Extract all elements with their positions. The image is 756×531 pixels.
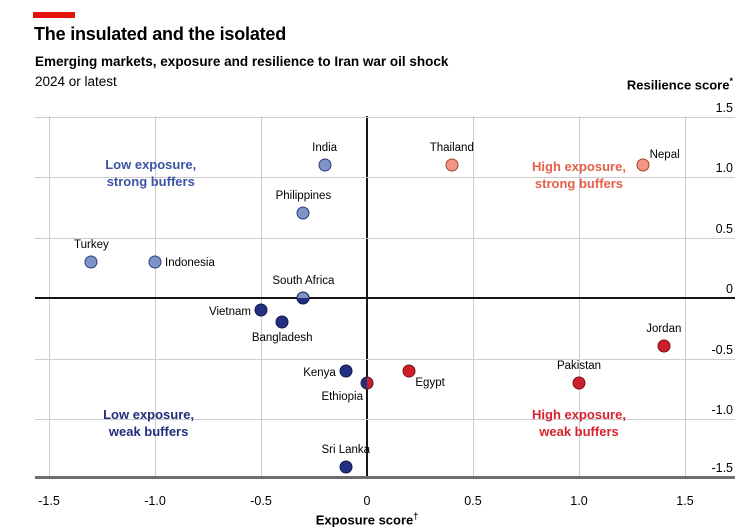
y-axis-title: Resilience score* [627, 76, 733, 92]
point-label-turkey: Turkey [74, 238, 109, 251]
chart-period: 2024 or latest [35, 74, 117, 89]
y-tick-label-4: -0.5 [711, 342, 733, 357]
point-label-ethiopia: Ethiopia [321, 390, 363, 403]
quadrant-label-top-left-line2: strong buffers [106, 174, 195, 190]
quadrant-label-top-left-line1: Low exposure, [105, 157, 197, 173]
h-gridline-2 [35, 237, 735, 239]
h-gridline-4 [35, 358, 735, 360]
quadrant-label-top-left: Low exposure, strong buffers [105, 156, 196, 190]
y-tick-label-2: 0.5 [715, 221, 733, 236]
quadrant-label-bottom-left: Low exposure, weak buffers [103, 406, 194, 440]
point-label-egypt: Egypt [415, 376, 445, 389]
y-tick-label-5: -1.0 [711, 403, 733, 417]
point-ethiopia [360, 376, 374, 390]
x-tick-label-5: 1.0 [570, 494, 588, 508]
point-philippines [296, 206, 310, 220]
x-zero-line [366, 116, 368, 477]
accent-bar [33, 12, 75, 18]
point-nepal [636, 158, 650, 172]
point-label-india: India [312, 141, 338, 154]
x-tick-label-4: 0.5 [464, 494, 482, 508]
point-jordan [657, 339, 671, 353]
x-tick-label-6: 1.5 [676, 494, 694, 508]
x-tick-label-3: 0 [363, 494, 371, 508]
v-gridline-1 [155, 116, 156, 477]
x-axis-title-text: Exposure score [315, 512, 414, 528]
y-tick-label-1: 1.0 [715, 161, 733, 175]
v-gridline-5 [579, 116, 580, 477]
v-gridline-2 [261, 116, 262, 477]
y-axis-footnote-mark: * [729, 76, 733, 86]
point-india [318, 158, 332, 172]
quadrant-label-bottom-left-line2: weak buffers [108, 423, 189, 439]
h-gridline-1 [35, 177, 735, 178]
chart-title: The insulated and the isolated [34, 24, 287, 44]
x-tick-label-1: -1.0 [144, 494, 166, 508]
point-south-africa [296, 291, 310, 305]
point-kenya [339, 364, 353, 378]
point-thailand [445, 158, 459, 172]
quadrant-label-bottom-right: High exposure, weak buffers [532, 406, 626, 440]
y-zero-line [35, 297, 735, 299]
point-label-nepal: Nepal [649, 148, 680, 161]
quadrant-label-bottom-right-line1: High exposure, [532, 406, 626, 422]
x-tick-label-2: -0.5 [250, 494, 272, 508]
y-tick-label-0: 1.5 [715, 100, 733, 115]
x-tick-label-0: -1.5 [38, 494, 60, 508]
point-turkey [84, 255, 98, 269]
point-label-south-africa: South Africa [272, 275, 335, 287]
y-tick-label-6: -1.5 [711, 461, 733, 475]
quadrant-label-top-right-line1: High exposure, [532, 158, 626, 174]
point-bangladesh [275, 315, 289, 329]
quadrant-label-bottom-left-line1: Low exposure, [103, 406, 195, 422]
point-egypt [402, 364, 416, 378]
point-indonesia [148, 255, 162, 269]
point-label-sri-lanka: Sri Lanka [321, 444, 371, 457]
point-label-bangladesh: Bangladesh [251, 332, 313, 345]
point-pakistan [572, 376, 586, 390]
point-label-jordan: Jordan [646, 323, 682, 336]
h-gridline-0 [35, 116, 735, 118]
point-label-vietnam: Vietnam [209, 306, 251, 319]
point-label-kenya: Kenya [303, 366, 336, 379]
v-gridline-6 [685, 116, 686, 477]
chart-subtitle: Emerging markets, exposure and resilienc… [35, 54, 449, 69]
x-axis-line [35, 476, 735, 479]
v-gridline-4 [473, 116, 474, 477]
point-label-thailand: Thailand [429, 141, 474, 154]
quadrant-label-top-right-line2: strong buffers [534, 175, 624, 191]
h-gridline-5 [35, 419, 735, 420]
v-gridline-0 [49, 116, 50, 477]
x-axis-title: Exposure score† [316, 511, 419, 527]
y-tick-label-3: 0 [726, 282, 733, 296]
point-sri-lanka [339, 460, 353, 474]
quadrant-label-bottom-right-line2: weak buffers [539, 423, 619, 439]
point-vietnam [254, 303, 268, 317]
y-axis-title-text: Resilience score [626, 77, 730, 93]
quadrant-label-top-right: High exposure, strong buffers [532, 158, 626, 192]
point-label-pakistan: Pakistan [556, 359, 602, 372]
point-label-indonesia: Indonesia [165, 256, 215, 269]
x-axis-footnote-mark: † [413, 511, 419, 521]
point-label-philippines: Philippines [275, 190, 332, 203]
